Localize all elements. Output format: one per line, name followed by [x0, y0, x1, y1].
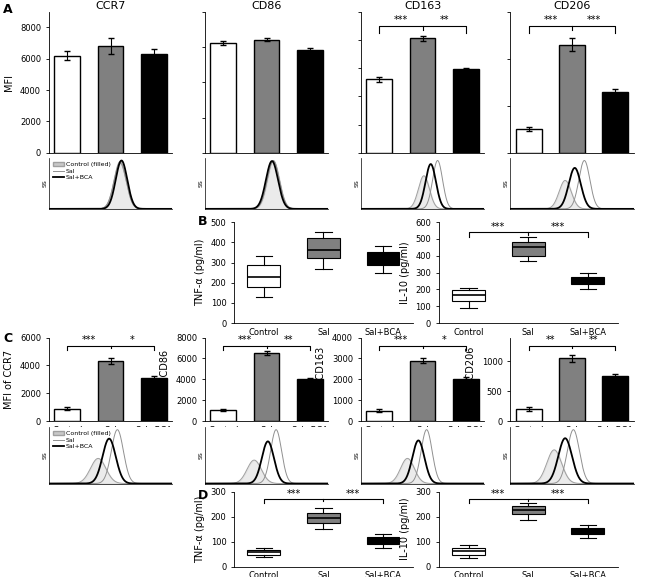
Text: **: **	[589, 335, 599, 346]
PathPatch shape	[452, 548, 485, 554]
Bar	[516, 409, 541, 421]
Bar	[603, 92, 628, 153]
Bar	[367, 411, 392, 421]
Text: *: *	[130, 335, 135, 346]
Text: ***: ***	[586, 15, 601, 25]
PathPatch shape	[367, 253, 399, 264]
Y-axis label: MFI of CCR7: MFI of CCR7	[5, 350, 14, 409]
Text: A: A	[3, 3, 13, 16]
Y-axis label: SS: SS	[198, 179, 203, 188]
Text: *: *	[442, 335, 447, 346]
Bar	[453, 69, 478, 153]
Bar	[297, 380, 322, 421]
Bar	[98, 46, 124, 153]
Bar	[603, 376, 628, 421]
Text: ***: ***	[238, 335, 252, 346]
Bar	[141, 378, 166, 421]
Title: CD163: CD163	[404, 1, 441, 11]
Y-axis label: TNF-α (pg/ml): TNF-α (pg/ml)	[195, 496, 205, 563]
Title: CD206: CD206	[553, 1, 591, 11]
PathPatch shape	[512, 506, 545, 514]
Text: C: C	[3, 332, 12, 345]
PathPatch shape	[248, 264, 280, 287]
Text: ***: ***	[394, 15, 408, 25]
Bar	[98, 361, 124, 421]
Bar	[410, 361, 436, 421]
Text: ***: ***	[491, 489, 506, 499]
Bar	[211, 410, 236, 421]
Bar	[453, 380, 478, 421]
Bar	[55, 409, 80, 421]
Text: D: D	[198, 489, 209, 503]
PathPatch shape	[571, 277, 604, 284]
Legend: Control (filled), Sal, Sal+BCA: Control (filled), Sal, Sal+BCA	[52, 161, 111, 181]
PathPatch shape	[571, 528, 604, 534]
PathPatch shape	[307, 238, 340, 258]
Text: ***: ***	[551, 489, 565, 499]
Y-axis label: IL-10 (pg/ml): IL-10 (pg/ml)	[400, 241, 410, 304]
PathPatch shape	[512, 242, 545, 256]
Y-axis label: SS: SS	[354, 179, 359, 188]
Text: ***: ***	[287, 489, 301, 499]
Title: CCR7: CCR7	[96, 1, 125, 11]
Bar	[141, 54, 166, 153]
Y-axis label: MFI of CD206: MFI of CD206	[466, 347, 476, 412]
Text: ***: ***	[491, 222, 506, 232]
Bar	[254, 40, 280, 153]
Text: **: **	[439, 15, 449, 25]
Bar	[559, 358, 585, 421]
Text: B: B	[198, 215, 208, 228]
Bar	[516, 129, 541, 153]
Bar	[367, 80, 392, 153]
Y-axis label: SS: SS	[198, 451, 203, 459]
PathPatch shape	[248, 550, 280, 554]
Text: ***: ***	[551, 222, 565, 232]
Text: ***: ***	[394, 335, 408, 346]
PathPatch shape	[307, 513, 340, 523]
Bar	[211, 43, 236, 153]
Y-axis label: SS: SS	[504, 179, 509, 188]
Text: **: **	[283, 335, 293, 346]
Y-axis label: IL-10 (pg/ml): IL-10 (pg/ml)	[400, 498, 410, 560]
Y-axis label: MFI of CD86: MFI of CD86	[161, 350, 170, 409]
Bar	[410, 39, 436, 153]
Bar	[254, 353, 280, 421]
Y-axis label: SS: SS	[42, 451, 47, 459]
Text: ***: ***	[543, 15, 558, 25]
Y-axis label: MFI of CD163: MFI of CD163	[317, 347, 326, 412]
Bar	[55, 55, 80, 153]
Y-axis label: TNF-α (pg/ml): TNF-α (pg/ml)	[195, 239, 205, 306]
Bar	[559, 44, 585, 153]
Y-axis label: SS: SS	[42, 179, 47, 188]
Text: **: **	[545, 335, 555, 346]
Title: CD86: CD86	[252, 1, 281, 11]
Y-axis label: SS: SS	[504, 451, 509, 459]
Legend: Control (filled), Sal, Sal+BCA: Control (filled), Sal, Sal+BCA	[52, 430, 111, 450]
Bar	[297, 50, 322, 153]
Y-axis label: SS: SS	[354, 451, 359, 459]
Y-axis label: MFI: MFI	[5, 74, 14, 91]
Text: ***: ***	[346, 489, 360, 499]
Text: ***: ***	[82, 335, 96, 346]
PathPatch shape	[367, 537, 399, 544]
PathPatch shape	[452, 290, 485, 301]
